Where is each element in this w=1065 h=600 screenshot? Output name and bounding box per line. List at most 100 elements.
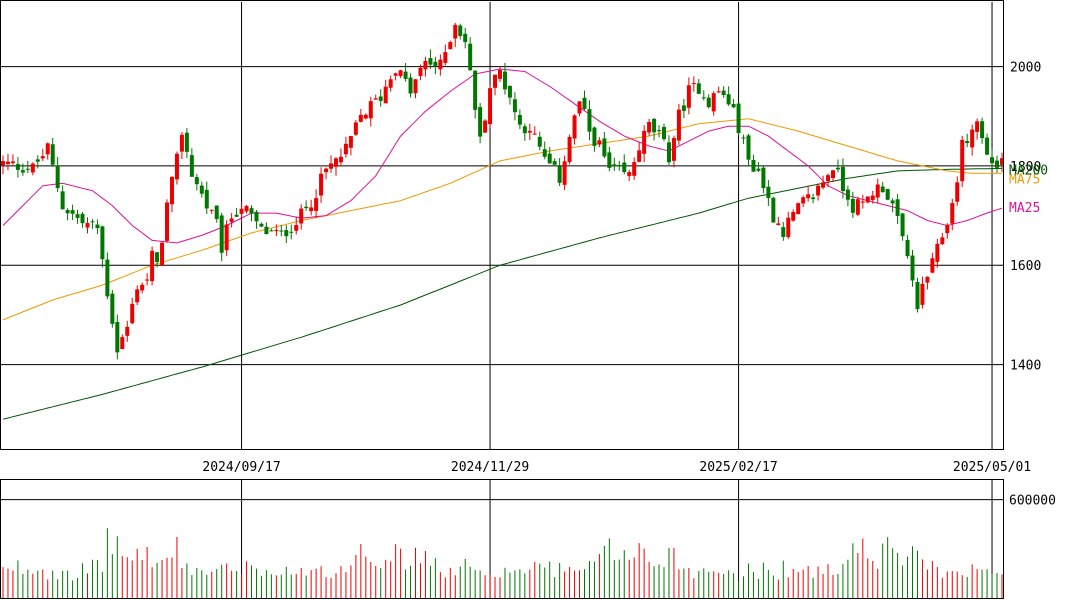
candle-body — [826, 175, 831, 182]
candle-body — [652, 118, 657, 133]
candle-body — [502, 71, 507, 90]
candle-body — [835, 167, 840, 170]
candle-body — [418, 67, 423, 76]
axis-labels: 1400 1600 1800 2000 2024/09/17 2024/11/29 2025… — [202, 61, 1056, 509]
candle-body — [453, 24, 458, 39]
candle-body — [542, 149, 547, 157]
candle-body — [592, 127, 597, 146]
date-tick-label: 2025/02/17 — [699, 460, 777, 475]
candle-body — [10, 161, 15, 164]
candle-body — [647, 121, 652, 133]
candle-body — [209, 209, 214, 211]
candle-body — [468, 43, 473, 71]
candle-body — [607, 152, 612, 168]
candle-body — [801, 197, 806, 204]
candle-body — [378, 96, 383, 101]
candle-body — [507, 85, 512, 98]
candle-body — [602, 138, 607, 157]
candle-body — [403, 71, 408, 79]
candle-body — [940, 237, 945, 245]
candle-body — [965, 141, 970, 143]
candle-body — [398, 70, 403, 77]
candle-body — [30, 163, 35, 173]
candle-body — [35, 159, 40, 162]
candle-body — [980, 121, 985, 139]
candle-body — [830, 170, 835, 179]
candle-body — [373, 98, 378, 100]
candle-body — [264, 226, 269, 235]
candle-body — [860, 201, 865, 203]
candle-body — [498, 70, 502, 79]
candle-body — [343, 143, 348, 155]
price-tick-label: 1600 — [1010, 259, 1041, 274]
candle-body — [796, 203, 801, 215]
candle-body — [165, 202, 170, 241]
candle-body — [55, 165, 60, 189]
candle-body — [816, 185, 821, 196]
candle-body — [304, 206, 309, 209]
candle-body — [890, 200, 895, 204]
ma25-label: MA25 — [1009, 201, 1040, 216]
candle-body — [5, 161, 10, 165]
candle-body — [348, 136, 353, 148]
candle-body — [1, 161, 5, 166]
candle-body — [761, 167, 766, 189]
candle-body — [140, 284, 145, 291]
candle-body — [582, 97, 587, 109]
date-tick-label: 2024/09/17 — [202, 460, 280, 475]
candle-body — [363, 114, 368, 119]
volume-frame — [0, 479, 1004, 599]
candle-body — [885, 188, 890, 200]
candle-body — [786, 217, 791, 237]
candle-body — [691, 83, 696, 85]
candle-body — [70, 210, 75, 214]
candle-body — [751, 159, 756, 172]
candle-body — [731, 104, 736, 108]
candle-body — [572, 115, 577, 139]
candle-body — [438, 59, 443, 70]
candle-body — [314, 198, 319, 211]
candle-body — [681, 105, 686, 111]
candle-body — [781, 227, 786, 237]
candle-body — [537, 136, 542, 147]
candle-body — [493, 74, 498, 88]
candle-body — [870, 195, 875, 200]
candle-body — [428, 58, 433, 65]
candle-body — [433, 61, 438, 66]
candle-body — [478, 107, 483, 137]
candle-body — [950, 203, 955, 224]
candle-body — [224, 224, 229, 251]
price-frame — [0, 0, 1004, 450]
candle-body — [845, 189, 850, 200]
candle-body — [880, 186, 885, 193]
candle-body — [915, 282, 920, 310]
candle-body — [333, 158, 338, 167]
candle-body — [269, 230, 274, 232]
candle-body — [905, 239, 910, 257]
candle-body — [577, 101, 582, 114]
candle-body — [716, 91, 721, 93]
candle-body — [930, 258, 935, 273]
candle-body — [557, 166, 562, 183]
candle-body — [274, 230, 279, 232]
ma200-line — [2, 167, 1003, 420]
candle-body — [90, 221, 95, 223]
candle-body — [155, 252, 160, 262]
candle-body — [726, 94, 731, 105]
candle-body — [95, 224, 100, 229]
volume-tick-label: 600000 — [1009, 494, 1056, 509]
candle-body — [309, 207, 314, 212]
candle-body — [194, 177, 199, 185]
candle-body — [642, 130, 647, 154]
candle-body — [45, 143, 50, 155]
candle-body — [676, 109, 681, 141]
candle-body — [512, 99, 517, 113]
candle-body — [135, 289, 140, 303]
candle-body — [990, 157, 995, 164]
candle-body — [383, 86, 388, 104]
candle-body — [776, 223, 781, 226]
candle-body — [821, 182, 826, 188]
candle-body — [324, 168, 329, 173]
candle-body — [85, 223, 90, 228]
candle-body — [279, 230, 284, 232]
